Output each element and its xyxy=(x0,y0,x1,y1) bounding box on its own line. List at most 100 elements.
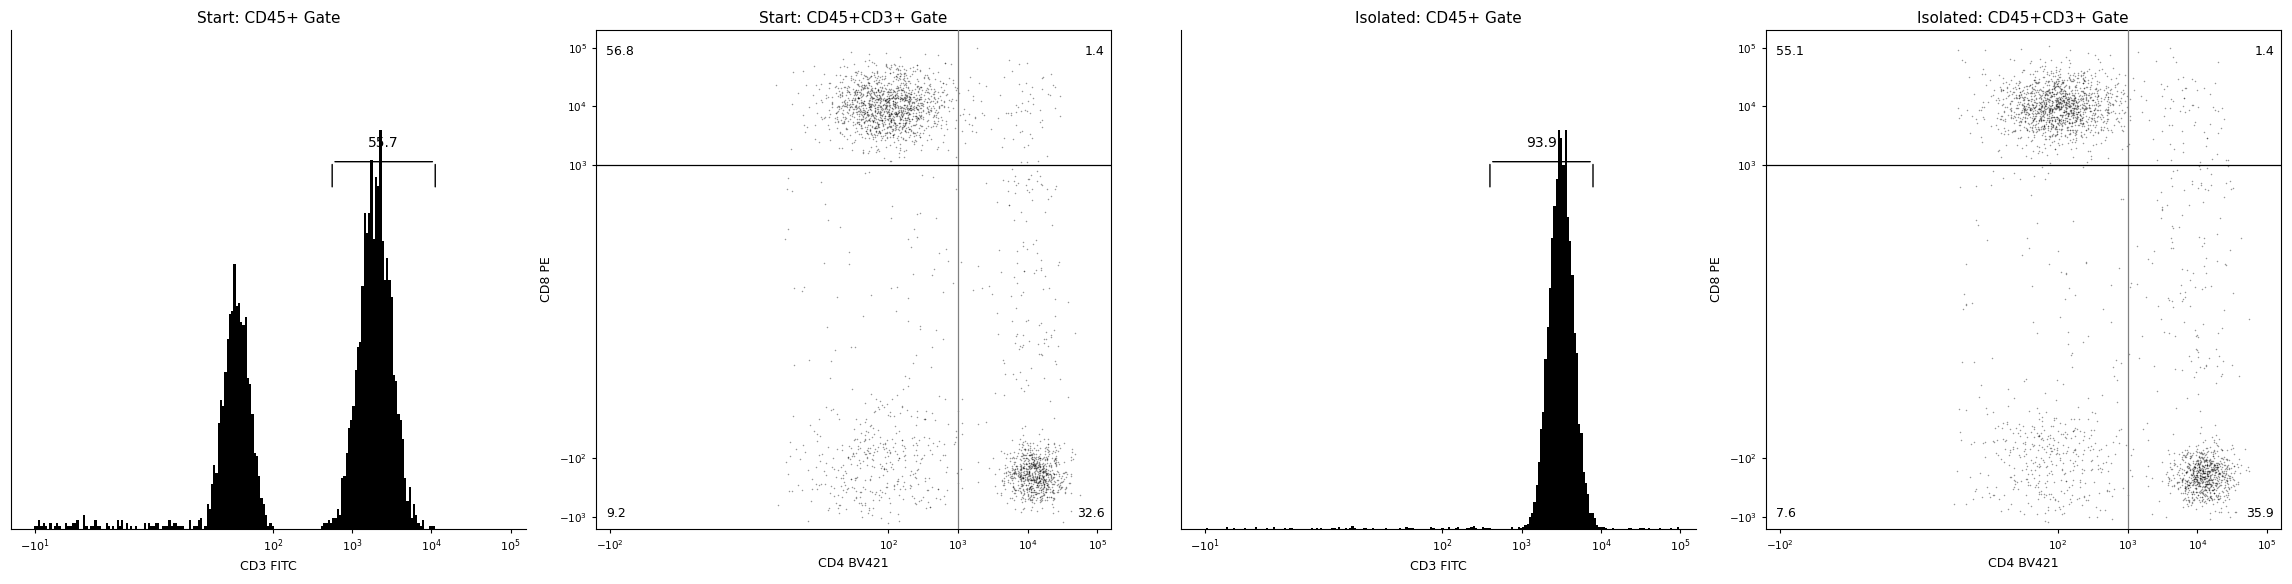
Point xyxy=(2006,103,2042,113)
Point xyxy=(2040,115,2077,124)
Point xyxy=(892,93,928,102)
Point xyxy=(2056,105,2093,114)
Point xyxy=(2042,88,2079,98)
Point xyxy=(1025,482,1061,492)
Point xyxy=(917,95,953,104)
Point xyxy=(850,62,887,71)
Point xyxy=(2061,97,2097,106)
Point xyxy=(825,61,862,71)
Point xyxy=(2164,481,2200,490)
Point xyxy=(2047,88,2083,98)
Point xyxy=(2182,474,2219,484)
Point xyxy=(866,86,903,96)
Point xyxy=(2184,454,2221,463)
Point xyxy=(770,486,807,496)
Point xyxy=(2184,496,2221,505)
Point xyxy=(2038,93,2074,102)
Point xyxy=(2049,139,2086,148)
Point xyxy=(2095,363,2132,372)
Point xyxy=(2207,464,2244,473)
Point xyxy=(1011,467,1047,477)
Point xyxy=(1969,482,2006,492)
Point xyxy=(2049,105,2086,114)
Point xyxy=(2044,96,2081,106)
Point xyxy=(924,123,960,133)
Point xyxy=(995,486,1031,496)
Point xyxy=(2056,447,2093,457)
Point xyxy=(2051,102,2088,111)
Point xyxy=(2209,464,2246,474)
Point xyxy=(2028,462,2065,471)
Point xyxy=(2049,98,2086,107)
Point xyxy=(892,77,928,86)
Point xyxy=(846,83,882,92)
Point xyxy=(2093,74,2129,84)
Point xyxy=(2120,47,2157,56)
Point xyxy=(1047,467,1084,477)
Point xyxy=(2152,103,2189,113)
Point xyxy=(1029,478,1066,488)
Point xyxy=(2152,296,2189,305)
Point xyxy=(2047,88,2083,98)
Point xyxy=(841,492,878,501)
Point xyxy=(903,145,940,155)
Point xyxy=(2072,125,2109,134)
Point xyxy=(869,101,905,110)
Point xyxy=(2035,413,2072,423)
Point xyxy=(843,130,880,139)
Point xyxy=(2008,90,2044,99)
Point xyxy=(2081,57,2118,67)
Point xyxy=(2184,453,2221,462)
Point xyxy=(850,103,887,112)
Point xyxy=(873,94,910,103)
Point xyxy=(2079,112,2116,121)
Point xyxy=(2031,102,2067,112)
Point xyxy=(2189,141,2226,151)
Point xyxy=(1034,463,1070,472)
Point xyxy=(878,421,915,430)
Point xyxy=(2026,121,2063,131)
Point xyxy=(1022,488,1059,497)
Point xyxy=(864,401,901,410)
Point xyxy=(880,125,917,134)
Point xyxy=(2209,490,2246,499)
Point xyxy=(2097,82,2134,91)
Point xyxy=(903,104,940,113)
Point xyxy=(2040,97,2077,106)
Point xyxy=(876,92,912,102)
Point xyxy=(1020,156,1057,165)
Point xyxy=(1999,477,2035,486)
Point xyxy=(2024,96,2061,105)
Point xyxy=(2191,460,2228,470)
Point xyxy=(1994,113,2031,123)
Point xyxy=(1992,75,2028,84)
Point xyxy=(880,135,917,145)
Point xyxy=(871,89,908,99)
Point xyxy=(2042,103,2079,112)
Point xyxy=(2035,122,2072,131)
Point xyxy=(830,109,866,118)
Point xyxy=(857,488,894,497)
Point xyxy=(1987,444,2024,454)
Point xyxy=(2193,486,2230,495)
Point xyxy=(2026,122,2063,131)
Point xyxy=(2056,96,2093,105)
Point xyxy=(915,342,951,352)
Point xyxy=(1018,468,1054,478)
Point xyxy=(2175,75,2212,84)
Point xyxy=(2047,92,2083,101)
Point xyxy=(1036,493,1073,503)
Point xyxy=(887,126,924,135)
Point xyxy=(871,109,908,119)
Point xyxy=(2143,458,2180,467)
Point xyxy=(869,123,905,132)
Point xyxy=(853,488,889,497)
Point xyxy=(921,77,958,86)
Point xyxy=(2022,90,2058,99)
Point xyxy=(889,113,926,122)
Point xyxy=(1011,108,1047,117)
Point xyxy=(924,115,960,124)
Point xyxy=(1015,449,1052,458)
Point xyxy=(2044,96,2081,105)
Point xyxy=(2168,468,2205,477)
